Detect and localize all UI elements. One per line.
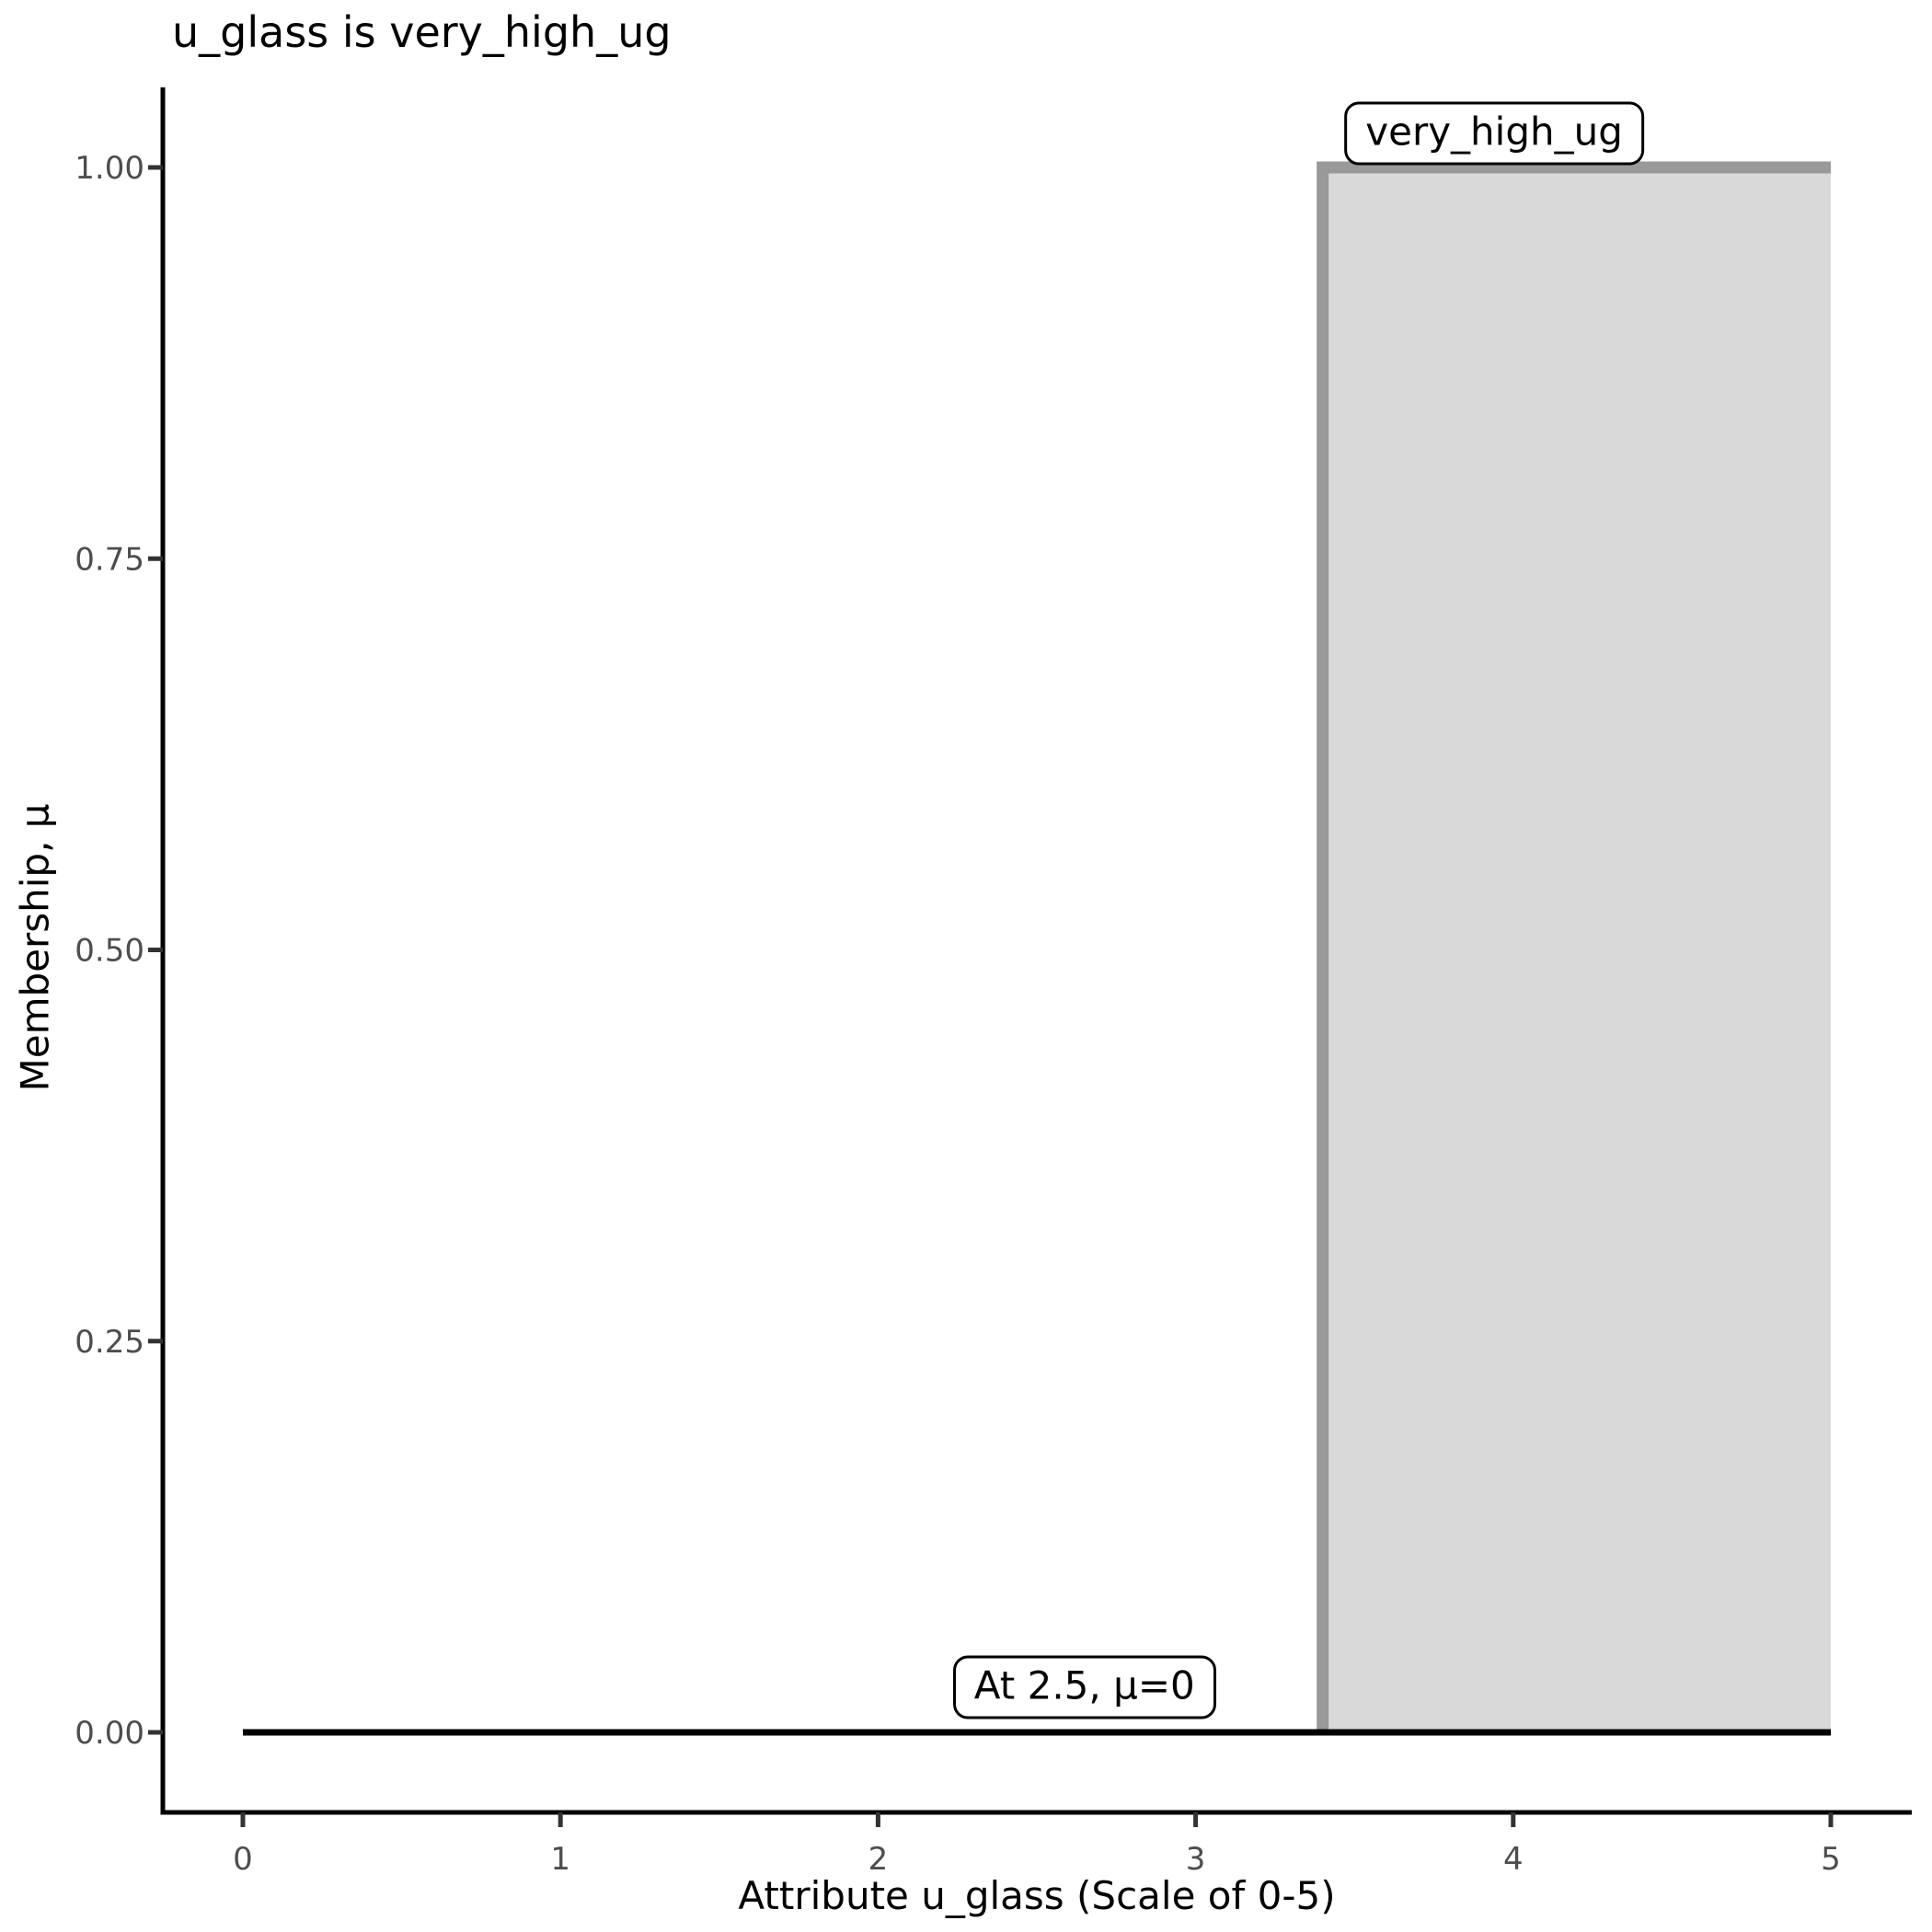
annotation-box: very_high_ug <box>1344 101 1644 166</box>
annotation-box: At 2.5, μ=0 <box>952 1655 1216 1719</box>
x-tick-label: 5 <box>1821 1841 1841 1878</box>
y-tick-label: 0.25 <box>75 1324 144 1361</box>
very_high_ug_curve-line <box>1317 161 1831 1732</box>
x-tick-label: 3 <box>1186 1841 1206 1878</box>
y-tick-label: 1.00 <box>75 150 144 187</box>
chart-title: u_glass is very_high_ug <box>172 7 672 57</box>
very_high_ug_fill-area <box>1322 167 1831 1732</box>
x-tick-label: 1 <box>550 1841 570 1878</box>
y-tick-label: 0.00 <box>75 1715 144 1752</box>
x-tick-label: 4 <box>1503 1841 1524 1878</box>
y-axis-title: Membership, μ <box>12 803 58 1092</box>
x-tick-label: 2 <box>868 1841 889 1878</box>
x-axis-title: Attribute u_glass (Scale of 0-5) <box>738 1873 1336 1918</box>
y-tick-label: 0.75 <box>75 541 144 578</box>
x-tick-label: 0 <box>233 1841 253 1878</box>
y-tick-label: 0.50 <box>75 933 144 970</box>
